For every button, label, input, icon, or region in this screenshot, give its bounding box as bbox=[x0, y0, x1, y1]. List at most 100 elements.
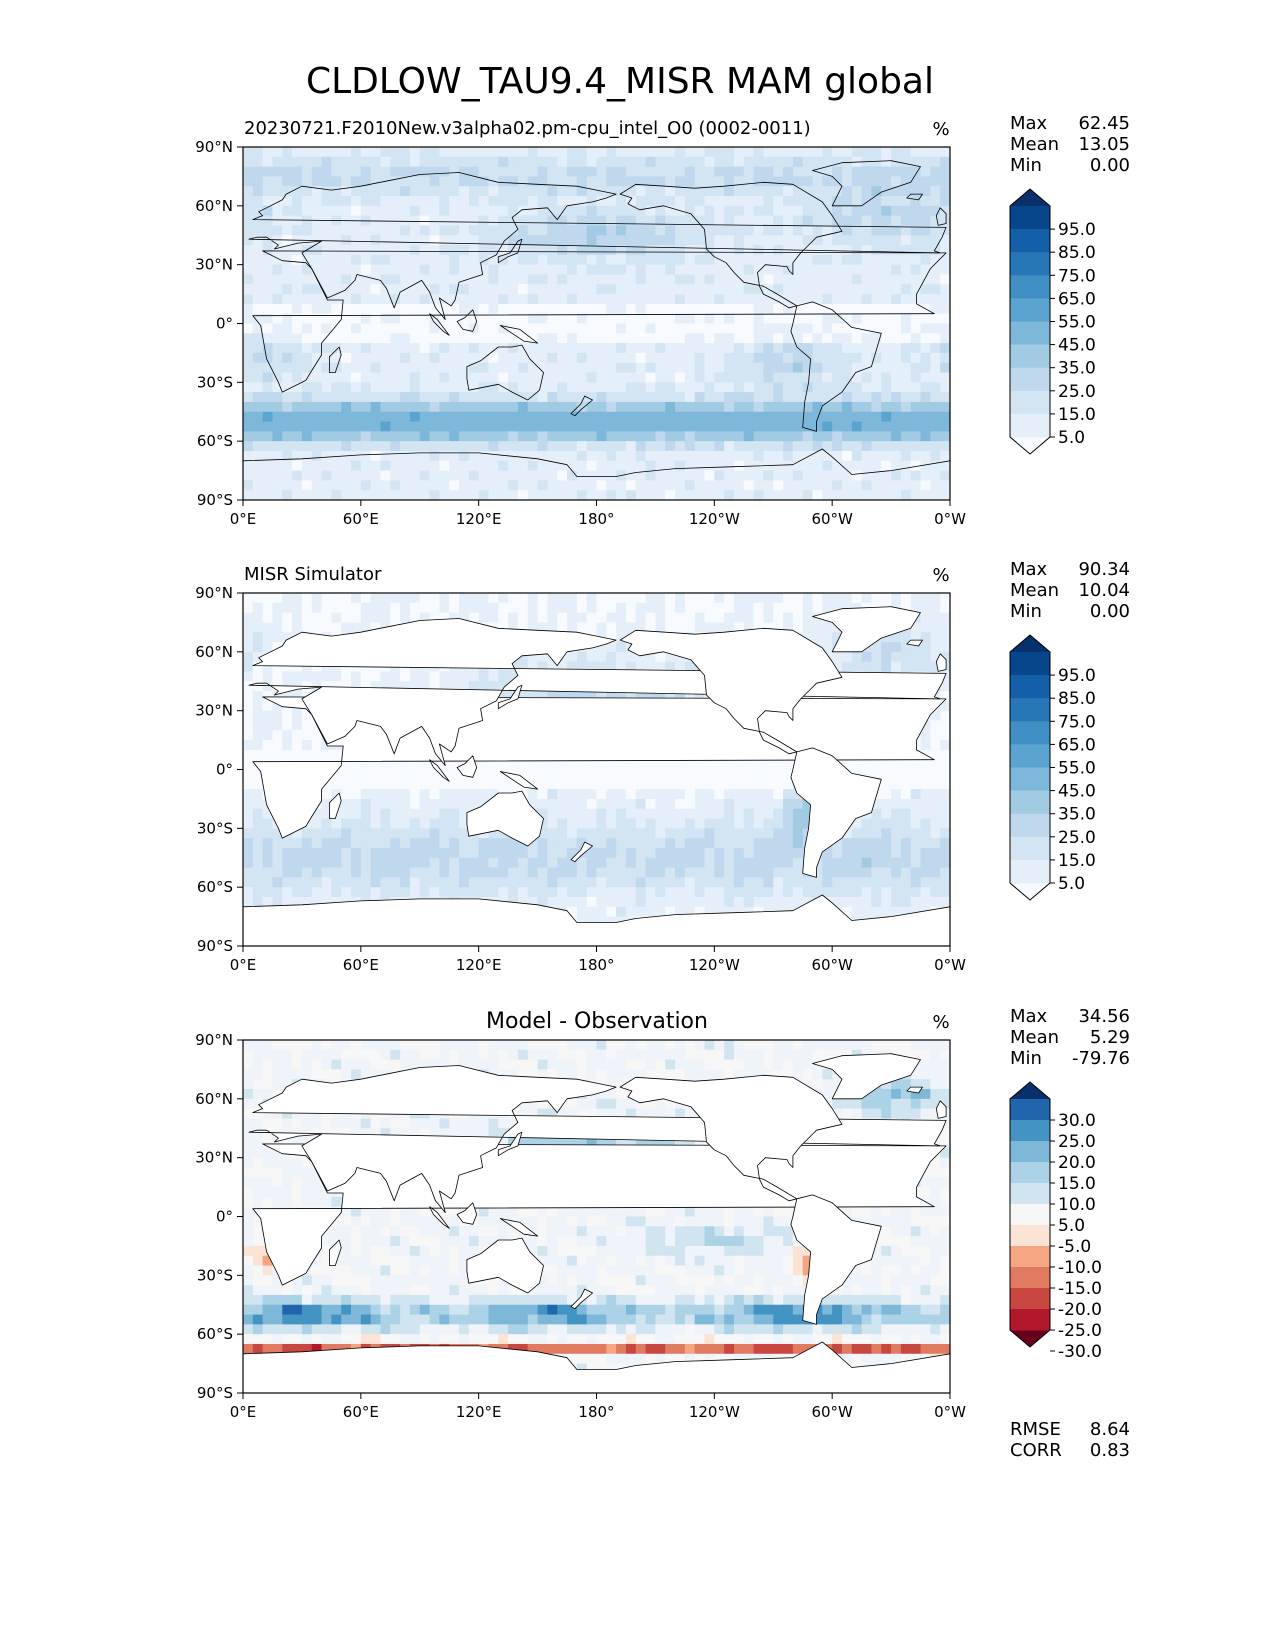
field-cell bbox=[331, 196, 342, 207]
field-cell bbox=[743, 838, 755, 849]
field-cell bbox=[812, 441, 823, 452]
field-cell bbox=[351, 593, 362, 604]
field-cell bbox=[675, 470, 686, 481]
field-cell bbox=[508, 333, 519, 344]
figure-title: CLDLOW_TAU9.4_MISR MAM global bbox=[306, 61, 934, 102]
field-cell bbox=[243, 460, 254, 472]
field-cell bbox=[400, 431, 411, 442]
field-cell bbox=[645, 323, 657, 334]
field-cell bbox=[910, 303, 922, 315]
field-cell bbox=[292, 887, 303, 898]
field-cell bbox=[292, 323, 303, 334]
field-cell bbox=[351, 490, 362, 500]
field-cell bbox=[488, 441, 499, 452]
field-cell bbox=[940, 798, 950, 810]
field-cell bbox=[508, 671, 519, 682]
field-cell bbox=[459, 867, 470, 878]
field-cell bbox=[773, 808, 784, 820]
field-cell bbox=[861, 274, 873, 285]
field-cell bbox=[429, 838, 440, 849]
field-cell bbox=[517, 235, 529, 246]
field-cell bbox=[547, 284, 558, 295]
field-cell bbox=[537, 392, 549, 403]
field-cell bbox=[940, 450, 950, 462]
field-cell bbox=[449, 313, 460, 325]
field-cell bbox=[792, 166, 804, 178]
field-cell bbox=[576, 480, 588, 491]
field-cell bbox=[655, 156, 666, 168]
field-cell bbox=[292, 372, 303, 383]
field-cell bbox=[321, 798, 332, 810]
field-cell bbox=[488, 392, 499, 403]
field-cell bbox=[606, 769, 617, 780]
field-cell bbox=[282, 421, 293, 432]
field-cell bbox=[891, 382, 902, 393]
field-cell bbox=[851, 254, 863, 266]
field-cell bbox=[616, 401, 627, 413]
field-cell bbox=[478, 612, 490, 624]
field-cell bbox=[891, 470, 902, 481]
field-cell bbox=[576, 593, 588, 604]
field-cell bbox=[773, 352, 784, 364]
field-cell bbox=[606, 593, 617, 604]
field-cell bbox=[311, 372, 323, 383]
field-cell bbox=[763, 264, 774, 276]
field-cell bbox=[763, 480, 774, 491]
field-cell bbox=[252, 602, 264, 614]
field-cell bbox=[665, 313, 676, 325]
field-cell bbox=[635, 460, 647, 472]
field-cell bbox=[488, 602, 499, 614]
field-cell bbox=[262, 205, 274, 217]
field-cell bbox=[351, 847, 362, 859]
field-cell bbox=[940, 343, 950, 354]
field-cell bbox=[753, 166, 765, 178]
field-cell bbox=[625, 847, 637, 859]
field-cell bbox=[321, 156, 332, 168]
x-tick-label: 60°W bbox=[811, 510, 853, 528]
field-cell bbox=[243, 431, 254, 442]
field-cell bbox=[645, 612, 657, 624]
field-cell bbox=[665, 896, 676, 908]
field-cell bbox=[262, 602, 274, 614]
field-cell bbox=[272, 480, 283, 491]
field-cell bbox=[409, 264, 421, 276]
field-cell bbox=[625, 490, 637, 500]
field-cell bbox=[596, 593, 607, 604]
field-cell bbox=[930, 720, 941, 731]
field-cell bbox=[841, 323, 853, 334]
field-cell bbox=[527, 431, 539, 442]
field-cell bbox=[871, 392, 882, 403]
field-cell bbox=[930, 612, 941, 624]
field-cell bbox=[400, 828, 411, 839]
field-cell bbox=[576, 274, 588, 285]
field-cell bbox=[724, 254, 735, 266]
field-cell bbox=[429, 808, 440, 820]
field-cell bbox=[262, 156, 274, 168]
field-cell bbox=[557, 284, 568, 295]
field-cell bbox=[635, 343, 647, 354]
field-cell bbox=[380, 147, 391, 158]
field-cell bbox=[645, 294, 657, 305]
field-cell bbox=[429, 343, 440, 354]
field-cell bbox=[252, 877, 264, 888]
field-cell bbox=[920, 431, 931, 442]
field-cell bbox=[616, 593, 627, 604]
field-cell bbox=[704, 274, 715, 285]
field-cell bbox=[351, 156, 362, 168]
field-cell bbox=[773, 284, 784, 295]
field-cell bbox=[449, 789, 460, 800]
field-cell bbox=[301, 431, 313, 442]
field-cell bbox=[311, 313, 323, 325]
field-cell bbox=[488, 382, 499, 393]
field-cell bbox=[292, 196, 303, 207]
field-cell bbox=[773, 186, 784, 197]
field-cell bbox=[468, 867, 480, 878]
field-cell bbox=[920, 867, 931, 878]
field-cell bbox=[753, 254, 765, 266]
field-cell bbox=[675, 769, 686, 780]
field-cell bbox=[262, 700, 274, 712]
field-cell bbox=[478, 681, 490, 692]
field-cell bbox=[429, 166, 440, 178]
field-cell bbox=[272, 612, 283, 624]
field-cell bbox=[537, 421, 549, 432]
